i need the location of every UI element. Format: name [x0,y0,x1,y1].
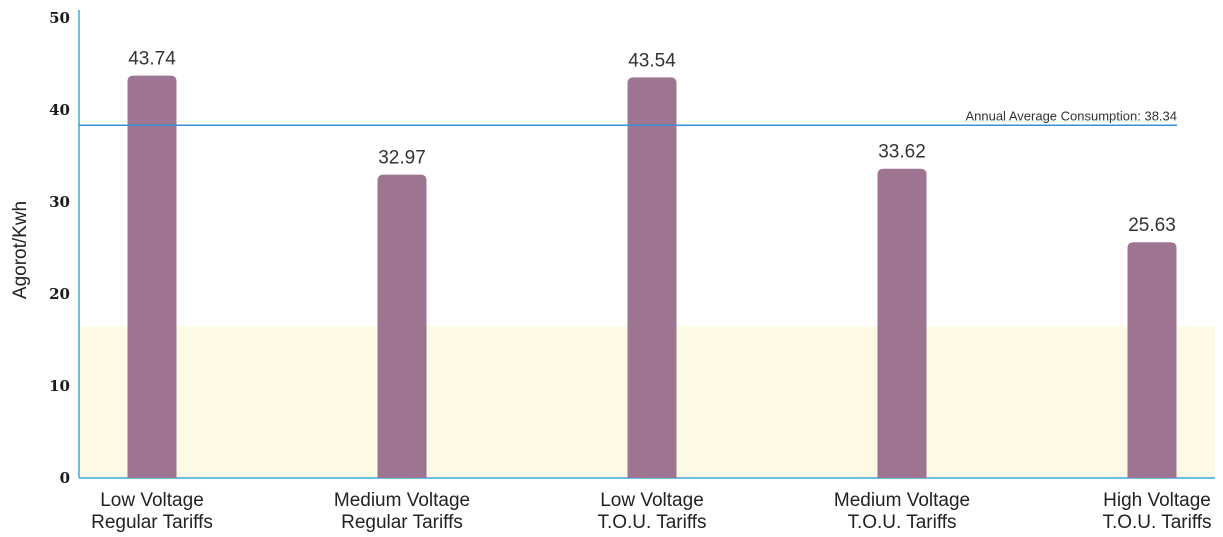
category-label: Regular Tariffs [91,512,213,533]
bar [877,168,927,479]
bar [1127,242,1177,478]
y-tick-label: 40 [49,101,70,119]
category-label: T.O.U. Tariffs [1102,512,1211,533]
category-label: T.O.U. Tariffs [847,512,956,533]
y-tick-label: 20 [49,285,70,303]
y-tick-label: 50 [49,9,70,27]
category-label: Low Voltage [600,490,704,511]
y-tick-label: 0 [60,469,70,487]
category-label: Medium Voltage [334,490,470,511]
value-label: 25.63 [1128,215,1176,236]
bar [377,174,427,478]
category-label: T.O.U. Tariffs [597,512,706,533]
bar [627,77,677,478]
reference-line-label: Annual Average Consumption: 38.34 [965,108,1177,123]
value-label: 32.97 [378,148,426,169]
value-label: 43.54 [628,50,676,71]
category-label: Medium Voltage [834,490,970,511]
y-axis-title: Agorot/Kwh [10,201,31,299]
value-label: 33.62 [878,142,926,163]
category-label: High Voltage [1103,490,1211,511]
category-label: Regular Tariffs [341,512,463,533]
value-labels: 43.74 32.97 43.54 33.62 25.63 [128,49,1176,237]
bars [127,75,1177,479]
y-tick-label: 30 [49,193,70,211]
bar [127,75,177,478]
y-tick-label: 10 [49,377,70,395]
value-label: 43.74 [128,49,176,70]
y-tick-labels: 0 10 20 30 40 50 [49,9,70,487]
category-label: Low Voltage [100,490,204,511]
